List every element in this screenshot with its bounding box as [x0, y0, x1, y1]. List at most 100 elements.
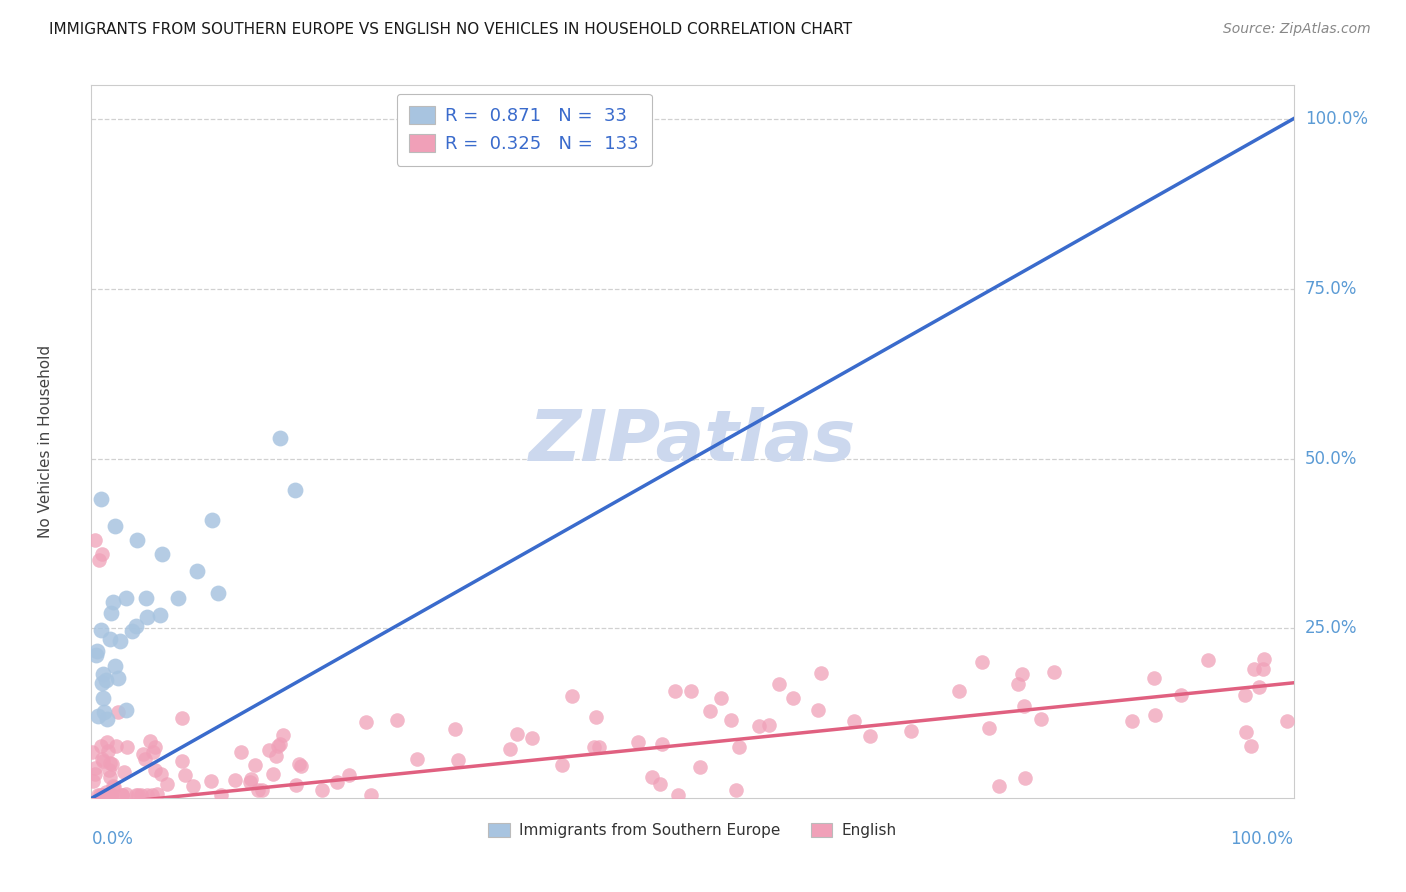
Point: [96, 735, 118, 749]
Text: 25.0%: 25.0%: [1305, 619, 1357, 638]
Point: [977, 721, 1000, 735]
Point: [156, 777, 179, 791]
Point: [1247, 680, 1270, 694]
Point: [387, 713, 409, 727]
Point: [626, 735, 648, 749]
Point: [1011, 667, 1033, 681]
Point: [93, 788, 115, 802]
Point: [90, 623, 112, 637]
Point: [1251, 662, 1274, 676]
Point: [139, 734, 162, 748]
Point: [972, 655, 994, 669]
Point: [136, 610, 159, 624]
Point: [859, 729, 882, 743]
Point: [115, 703, 138, 717]
Point: [136, 788, 159, 802]
Point: [93, 666, 115, 681]
Point: [1143, 707, 1166, 722]
Point: [664, 684, 686, 698]
Text: IMMIGRANTS FROM SOUTHERN EUROPE VS ENGLISH NO VEHICLES IN HOUSEHOLD CORRELATION : IMMIGRANTS FROM SOUTHERN EUROPE VS ENGLI…: [49, 22, 852, 37]
Point: [287, 756, 309, 771]
Point: [96, 712, 118, 726]
Text: 75.0%: 75.0%: [1305, 279, 1357, 298]
Point: [1170, 689, 1192, 703]
Point: [585, 710, 607, 724]
Point: [107, 706, 129, 720]
Point: [506, 727, 529, 741]
Point: [443, 722, 465, 736]
Point: [170, 711, 193, 725]
Point: [84, 648, 107, 663]
Point: [748, 719, 770, 733]
Point: [900, 724, 922, 739]
Point: [284, 483, 307, 497]
Point: [262, 766, 284, 780]
Point: [82, 745, 104, 759]
Text: 100.0%: 100.0%: [1305, 110, 1368, 128]
Point: [710, 691, 733, 706]
Point: [200, 774, 222, 789]
Point: [104, 739, 127, 753]
Point: [87, 709, 110, 723]
Point: [89, 788, 111, 802]
Point: [264, 748, 287, 763]
Point: [131, 788, 153, 802]
Point: [1007, 677, 1029, 691]
Point: [201, 513, 224, 527]
Point: [311, 783, 333, 797]
Point: [1243, 662, 1265, 676]
Point: [844, 714, 866, 728]
Point: [239, 772, 262, 786]
Point: [91, 754, 114, 768]
Point: [107, 671, 129, 685]
Point: [110, 633, 132, 648]
Point: [87, 553, 110, 567]
Point: [143, 763, 166, 777]
Point: [94, 673, 117, 688]
Point: [142, 745, 165, 759]
Point: [1275, 714, 1298, 728]
Point: [100, 606, 122, 620]
Point: [125, 619, 148, 633]
Point: [112, 764, 135, 779]
Text: No Vehicles in Household: No Vehicles in Household: [38, 345, 53, 538]
Point: [100, 788, 122, 802]
Point: [641, 770, 664, 784]
Point: [145, 787, 167, 801]
Point: [100, 788, 122, 802]
Point: [758, 718, 780, 732]
Point: [103, 780, 125, 795]
Point: [720, 713, 742, 727]
Point: [247, 783, 270, 797]
Point: [499, 741, 522, 756]
Point: [167, 591, 190, 606]
Point: [1233, 688, 1256, 702]
Point: [207, 586, 229, 600]
Point: [115, 787, 138, 801]
Point: [104, 659, 127, 673]
Point: [91, 675, 114, 690]
Point: [90, 752, 112, 766]
Point: [1014, 771, 1036, 785]
Point: [86, 644, 108, 658]
Point: [100, 788, 122, 802]
Point: [988, 779, 1011, 793]
Point: [651, 737, 673, 751]
Point: [250, 783, 273, 797]
Point: [84, 767, 107, 781]
Point: [143, 740, 166, 755]
Point: [650, 777, 672, 791]
Point: [84, 533, 107, 547]
Point: [98, 756, 121, 771]
Point: [90, 739, 112, 753]
Point: [170, 754, 193, 768]
Point: [1012, 699, 1035, 714]
Text: 0.0%: 0.0%: [91, 830, 134, 848]
Point: [326, 774, 349, 789]
Point: [97, 763, 120, 777]
Point: [209, 788, 232, 802]
Point: [91, 547, 114, 561]
Point: [768, 677, 790, 691]
Point: [337, 768, 360, 782]
Point: [149, 767, 172, 781]
